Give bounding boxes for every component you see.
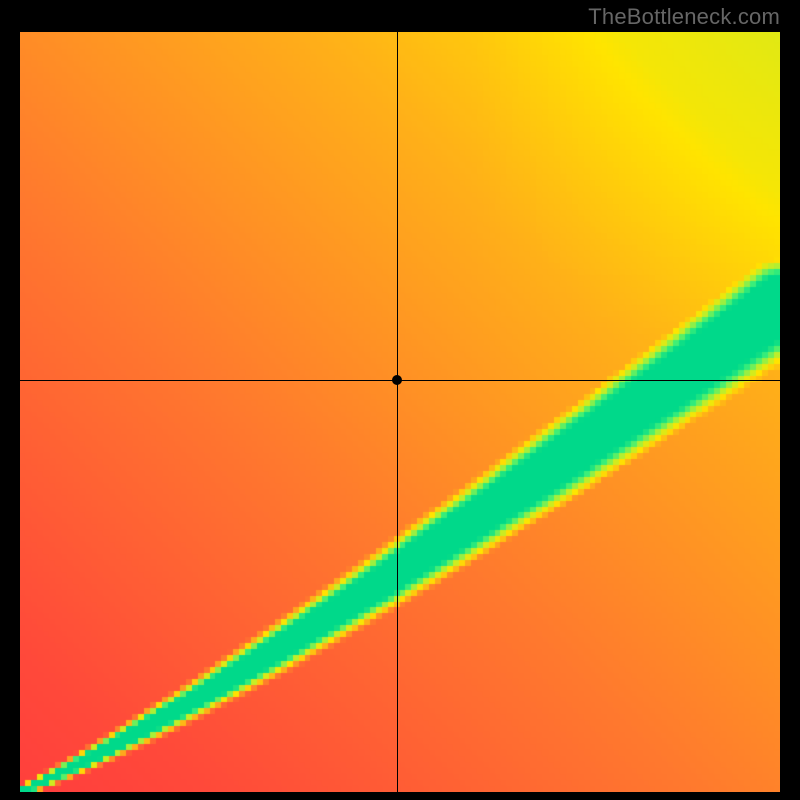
heatmap-canvas [20, 32, 780, 792]
heatmap-plot [20, 32, 780, 792]
data-point-marker [392, 375, 402, 385]
chart-container: TheBottleneck.com [0, 0, 800, 800]
crosshair-vertical [397, 32, 398, 792]
watermark-text: TheBottleneck.com [588, 4, 780, 30]
